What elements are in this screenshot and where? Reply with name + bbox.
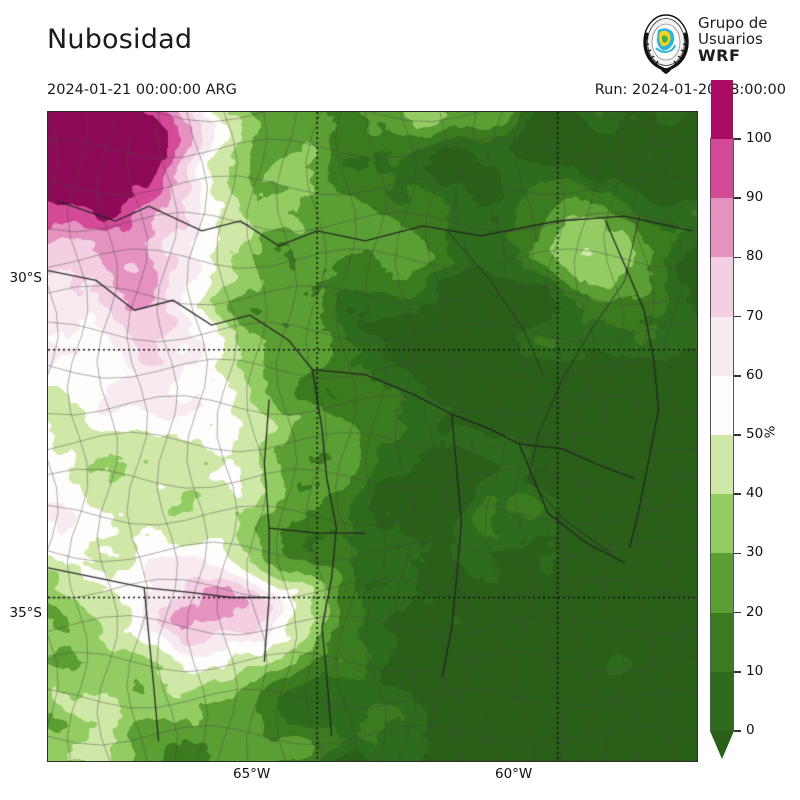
map-plot-area[interactable]: [47, 111, 698, 762]
page-title: Nubosidad: [47, 24, 193, 55]
logo-text: Grupo de Usuarios WRF: [698, 14, 768, 65]
colorbar-tick-label: 20: [746, 603, 764, 620]
colorbar-tick-label: 0: [746, 722, 755, 738]
colorbar-band: [711, 553, 733, 613]
valid-time-label: 2024-01-21 00:00:00 ARG: [47, 82, 237, 98]
colorbar-band: [711, 612, 733, 672]
colorbar-band: [711, 375, 733, 435]
logo-line-2: Usuarios: [698, 29, 763, 48]
colorbar-band: [711, 198, 733, 258]
colorbar-tick-label: 10: [746, 662, 764, 679]
colorbar-tick-label: 40: [746, 485, 764, 502]
colorbar-band: [711, 671, 733, 731]
colorbar-tick-label: 30: [746, 544, 764, 561]
colorbar-tick: [734, 315, 741, 318]
colorbar-tick-label: 50: [746, 426, 764, 442]
colorbar-tick: [734, 138, 741, 140]
lon-tick-60w: 60°W: [495, 766, 533, 782]
colorbar-tick: [734, 730, 741, 732]
colorbar-tick: [734, 434, 741, 436]
lon-tick-65w: 65°W: [233, 766, 271, 782]
colorbar-band: [711, 316, 733, 376]
colorbar-under-arrow: [710, 731, 734, 759]
colorbar-tick: [734, 671, 741, 673]
colorbar-bands: [710, 79, 734, 731]
brand-logo: Grupo de Usuarios WRF: [638, 12, 794, 76]
colorbar-band: [711, 494, 733, 554]
colorbar-unit-label: %: [762, 425, 779, 439]
colorbar-tick-label: 90: [746, 189, 764, 206]
colorbar-tick-label: 70: [746, 307, 764, 324]
colorbar-tick-label: 60: [746, 366, 764, 383]
colorbar-tick: [734, 256, 741, 259]
colorbar-band: [711, 257, 733, 317]
colorbar-band: [711, 435, 733, 495]
lat-tick-30s: 30°S: [9, 270, 43, 286]
colorbar[interactable]: 0 10 20 30 40 50 60 70 80 90 100: [710, 79, 772, 759]
colorbar-band: [711, 139, 733, 199]
colorbar-tick: [734, 552, 741, 555]
colorbar-tick-label: 80: [746, 248, 764, 265]
globe-laurel-emblem-icon: [638, 12, 694, 75]
logo-line-3: WRF: [698, 45, 741, 65]
cloud-cover-raster: [48, 112, 697, 761]
colorbar-band: [711, 79, 733, 139]
colorbar-tick: [734, 375, 741, 377]
colorbar-tick: [734, 611, 741, 614]
run-time-label: Run: 2024-01-20 18:00:00: [594, 82, 786, 98]
colorbar-tick: [734, 197, 741, 199]
colorbar-tick-label: 100: [746, 130, 772, 146]
colorbar-tick: [734, 493, 741, 495]
logo-line-1: Grupo de: [698, 14, 768, 32]
lat-tick-35s: 35°S: [9, 605, 43, 621]
